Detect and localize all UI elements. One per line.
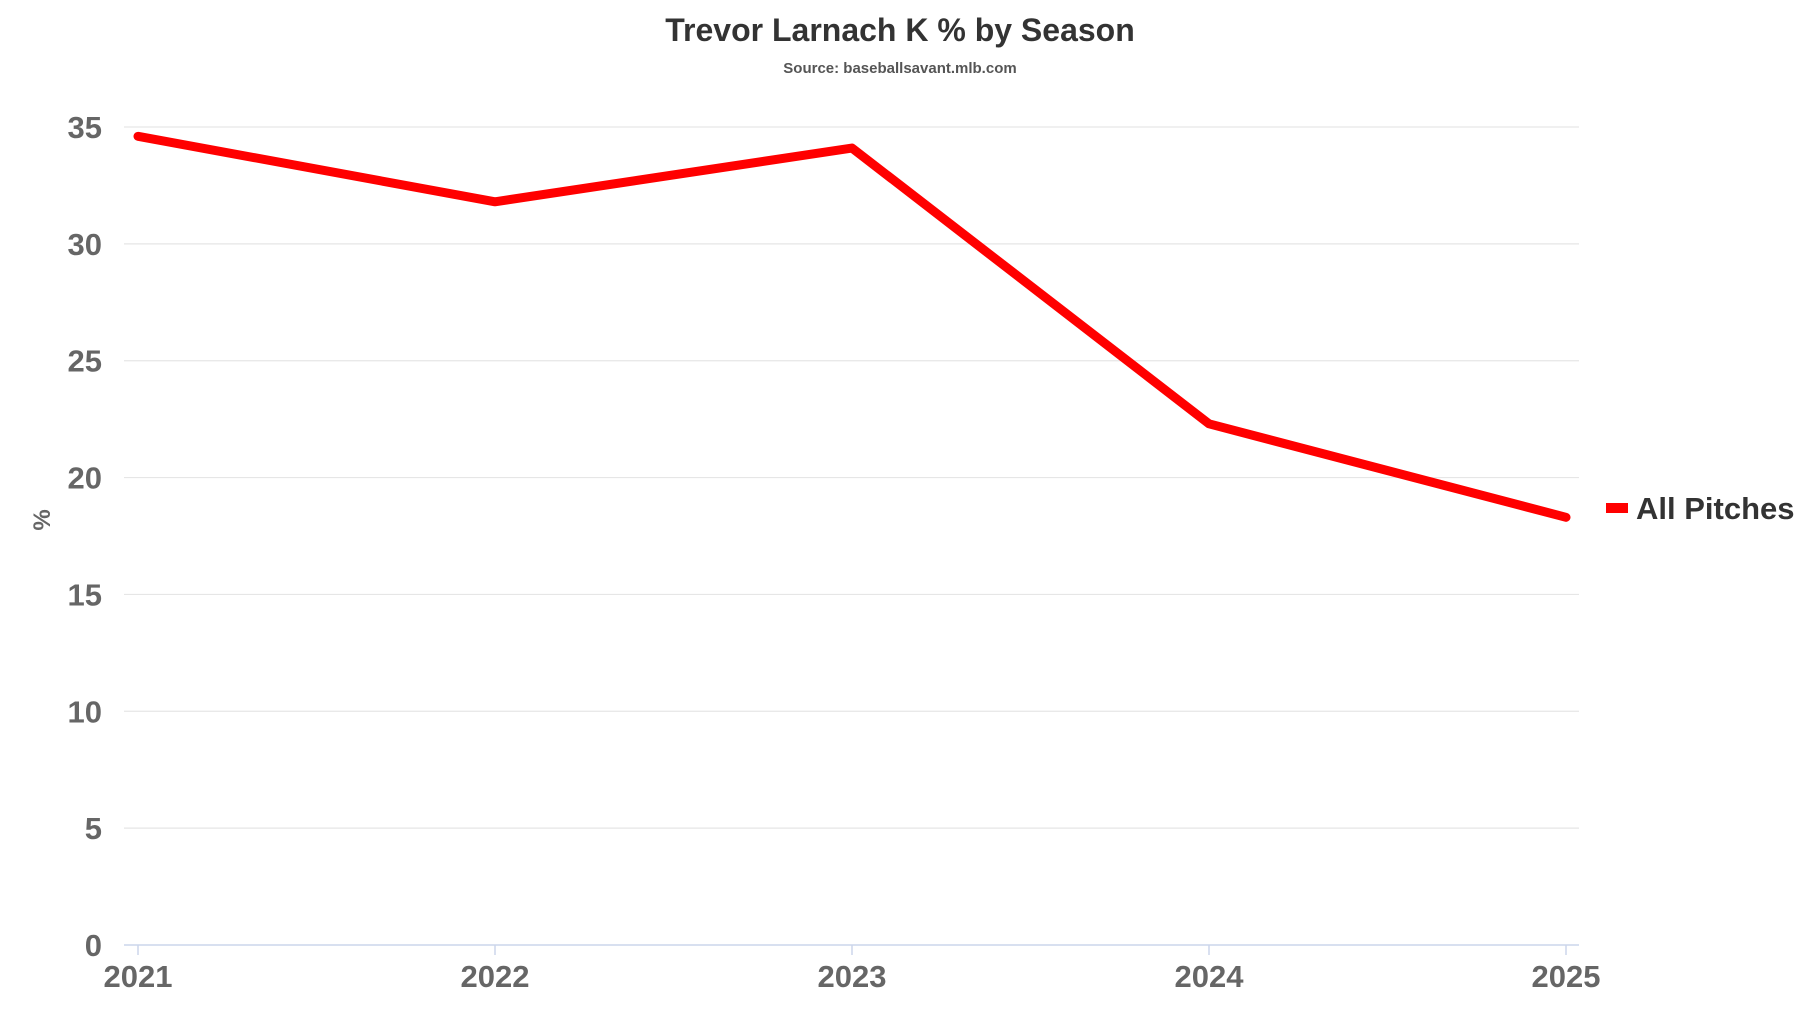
data-point: [492, 198, 498, 205]
y-axis-label: %: [29, 509, 56, 530]
data-point: [1206, 420, 1212, 427]
x-tick-label: 2024: [1175, 959, 1245, 994]
y-tick-label: 25: [68, 344, 102, 379]
x-tick-label: 2022: [461, 959, 530, 994]
y-axis-ticks: 0 5 10 15 20 25 30 35: [68, 110, 102, 963]
legend[interactable]: All Pitches: [1606, 491, 1795, 526]
legend-label: All Pitches: [1636, 491, 1795, 526]
data-point: [1563, 514, 1569, 521]
data-point: [849, 145, 855, 152]
legend-swatch: [1606, 503, 1628, 513]
chart-title: Trevor Larnach K % by Season: [665, 12, 1135, 48]
y-tick-label: 20: [68, 461, 102, 496]
y-tick-label: 15: [68, 577, 102, 612]
y-tick-label: 30: [68, 227, 102, 262]
x-tick-label: 2025: [1532, 959, 1601, 994]
x-tick-label: 2023: [818, 959, 887, 994]
series-group: [133, 131, 1571, 522]
data-point: [135, 133, 141, 140]
x-axis: 2021 2022 2023 2024 2025: [104, 944, 1601, 994]
series-line: [133, 131, 1571, 522]
y-tick-label: 5: [85, 811, 102, 846]
x-tick-label: 2021: [104, 959, 173, 994]
y-tick-label: 35: [68, 110, 102, 145]
y-tick-label: 0: [85, 928, 102, 963]
y-tick-label: 10: [68, 694, 102, 729]
grid-lines: [124, 126, 1579, 829]
chart-subtitle: Source: baseballsavant.mlb.com: [783, 60, 1017, 77]
